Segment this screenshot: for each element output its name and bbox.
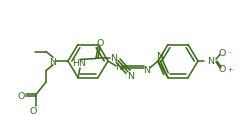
Text: +: + bbox=[227, 66, 232, 72]
Text: O: O bbox=[218, 65, 226, 74]
Text: N: N bbox=[128, 72, 134, 80]
Text: O: O bbox=[29, 106, 37, 115]
Text: O: O bbox=[17, 91, 25, 100]
Text: N: N bbox=[116, 63, 122, 72]
Text: N: N bbox=[110, 54, 117, 62]
Text: HN: HN bbox=[72, 58, 86, 67]
Text: N: N bbox=[144, 66, 150, 75]
Text: O: O bbox=[218, 49, 226, 58]
Text: ⁻: ⁻ bbox=[227, 49, 231, 58]
Text: N: N bbox=[208, 56, 214, 65]
Text: O: O bbox=[96, 38, 104, 47]
Text: N: N bbox=[156, 52, 164, 61]
Text: N: N bbox=[50, 57, 56, 66]
